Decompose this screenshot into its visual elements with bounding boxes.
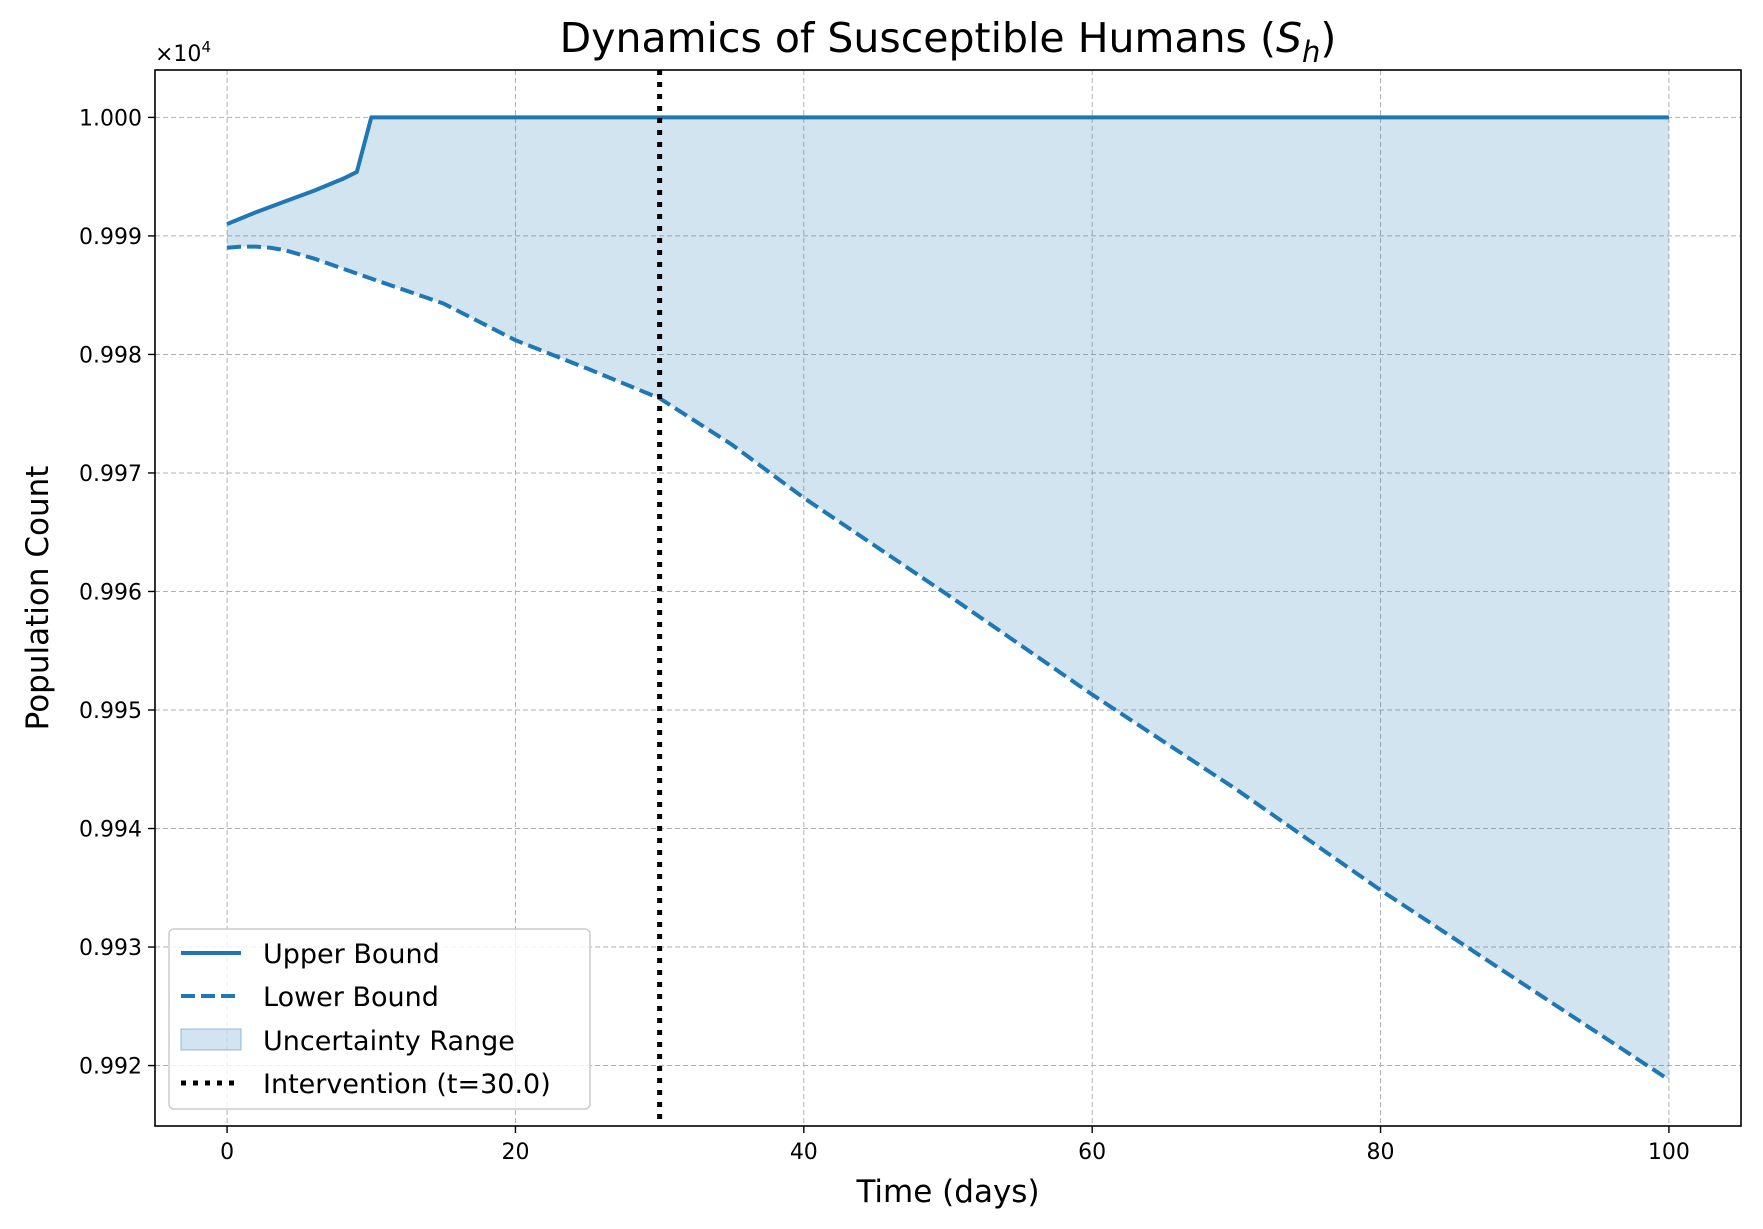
y-tick-label: 0.994 [79, 818, 142, 843]
y-tick-label: 0.993 [79, 936, 142, 961]
y-axis-multiplier-exponent: 4 [201, 38, 211, 56]
x-tick-label: 20 [501, 1140, 529, 1165]
chart-title-subscript: h [1302, 35, 1320, 69]
y-tick-label: 1.000 [79, 106, 142, 131]
x-axis-ticks: 0 20 40 60 80 100 [220, 1126, 1690, 1165]
x-axis-label: Time (days) [855, 1174, 1039, 1210]
plot-frame [154, 69, 1742, 1127]
legend-range-swatch [180, 1028, 242, 1051]
x-tick-label: 60 [1078, 1140, 1106, 1165]
upper-bound-line [226, 115, 1669, 226]
chart-title: Dynamics of Susceptible Humans (Sh) [560, 14, 1337, 69]
y-axis-label: Population Count [20, 466, 56, 731]
legend-lower-label: Lower Bound [263, 982, 439, 1013]
chart-title-symbol: S [1276, 14, 1302, 62]
series-layer [226, 115, 1671, 1082]
x-tick-label: 100 [1648, 1140, 1690, 1165]
x-tick-label: 40 [790, 1140, 818, 1165]
y-tick-label: 0.998 [79, 343, 142, 368]
legend-range-label: Uncertainty Range [263, 1026, 515, 1057]
grid-layer [155, 70, 1741, 1126]
legend: Upper Bound Lower Bound Uncertainty Rang… [168, 928, 591, 1110]
x-tick-label: 80 [1367, 1140, 1395, 1165]
y-tick-label: 0.996 [79, 580, 142, 605]
legend-intervention-label: Intervention (t=30.0) [263, 1069, 551, 1100]
y-axis-ticks: 0.992 0.993 0.994 0.995 0.996 0.997 0.998 0.999… [79, 106, 155, 1080]
chart-title-close: ) [1320, 14, 1336, 62]
y-tick-label: 0.997 [79, 462, 142, 487]
y-tick-label: 0.992 [79, 1055, 142, 1080]
y-tick-label: 0.995 [79, 699, 142, 724]
lower-bound-line [226, 244, 1671, 1082]
legend-frame [168, 928, 591, 1110]
y-axis-multiplier-base: ×10 [155, 42, 201, 67]
chart-title-text: Dynamics of Susceptible Humans ( [560, 14, 1276, 62]
y-axis-multiplier: ×104 [155, 38, 211, 67]
y-tick-label: 0.999 [79, 225, 142, 250]
x-tick-label: 0 [220, 1140, 234, 1165]
legend-upper-label: Upper Bound [263, 939, 440, 970]
